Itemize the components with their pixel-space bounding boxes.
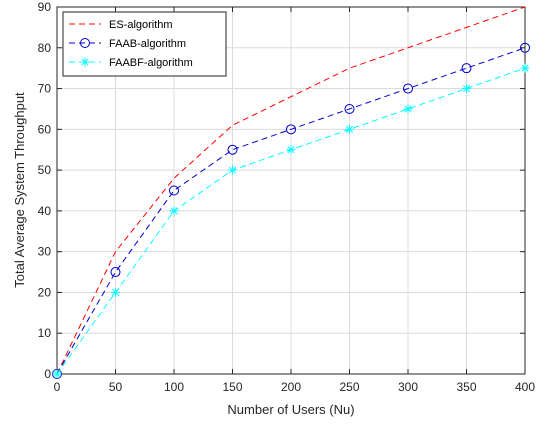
data-point-asterisk	[169, 206, 179, 216]
series-3	[52, 63, 530, 379]
data-point-circle	[520, 42, 530, 53]
x-tick-label: 400	[515, 380, 535, 394]
series-layer	[52, 6, 530, 379]
legend-entry: ES-algorithm	[69, 19, 173, 31]
y-tick-label: 10	[38, 326, 52, 340]
x-tick-label: 150	[222, 380, 242, 394]
data-point-asterisk	[462, 84, 471, 94]
y-tick-label: 20	[38, 285, 52, 299]
data-point-circle	[80, 38, 90, 48]
data-point-asterisk	[345, 124, 354, 134]
data-point-circle	[286, 124, 296, 135]
x-tick-label: 250	[339, 380, 359, 394]
x-tick-label: 200	[281, 380, 301, 394]
axes: 0 50 100 150 200 250 300 350 400 0 10 20 30 40 50 60 70 8…	[38, 0, 536, 394]
data-point-circle	[461, 63, 472, 74]
y-tick-label: 90	[38, 0, 52, 14]
x-tick-label: 350	[456, 380, 476, 394]
y-tick-label: 60	[38, 122, 52, 136]
data-point-circle	[110, 267, 121, 278]
y-tick-label: 30	[38, 245, 52, 259]
legend: ES-algorithm FAAB-algorithm FAABF-algorith…	[62, 11, 227, 77]
legend-entry: FAABF-algorithm	[69, 57, 193, 69]
legend-entry: FAAB-algorithm	[69, 38, 186, 50]
y-tick-label: 70	[38, 82, 52, 96]
data-point-asterisk	[80, 57, 90, 67]
data-point-circle	[169, 185, 179, 196]
series-line	[56, 47, 526, 375]
x-tick-label: 100	[164, 380, 184, 394]
series-line	[56, 6, 526, 375]
y-tick-label: 80	[38, 41, 52, 55]
data-point-asterisk	[286, 145, 296, 155]
x-tick-label: 0	[54, 380, 61, 394]
data-point-asterisk	[228, 165, 237, 175]
x-tick-label: 300	[398, 380, 418, 394]
x-tick-label: 50	[109, 380, 123, 394]
x-axis-label: Number of Users (Nu)	[227, 402, 354, 417]
data-point-asterisk	[111, 287, 120, 297]
data-point-circle	[227, 144, 238, 155]
data-point-asterisk	[403, 104, 413, 114]
data-point-asterisk	[52, 369, 62, 379]
y-tick-label: 50	[38, 163, 52, 177]
y-tick-label: 0	[44, 367, 51, 381]
data-point-asterisk	[520, 63, 530, 73]
data-point-circle	[344, 103, 355, 114]
legend-label: FAAB-algorithm	[109, 38, 186, 50]
data-point-circle	[403, 83, 413, 94]
legend-box	[62, 11, 227, 77]
legend-label: FAABF-algorithm	[109, 57, 193, 69]
y-axis-label: Total Average System Throughput	[12, 92, 27, 288]
series-1	[56, 6, 526, 375]
legend-label: ES-algorithm	[109, 19, 173, 31]
y-tick-label: 40	[38, 204, 52, 218]
